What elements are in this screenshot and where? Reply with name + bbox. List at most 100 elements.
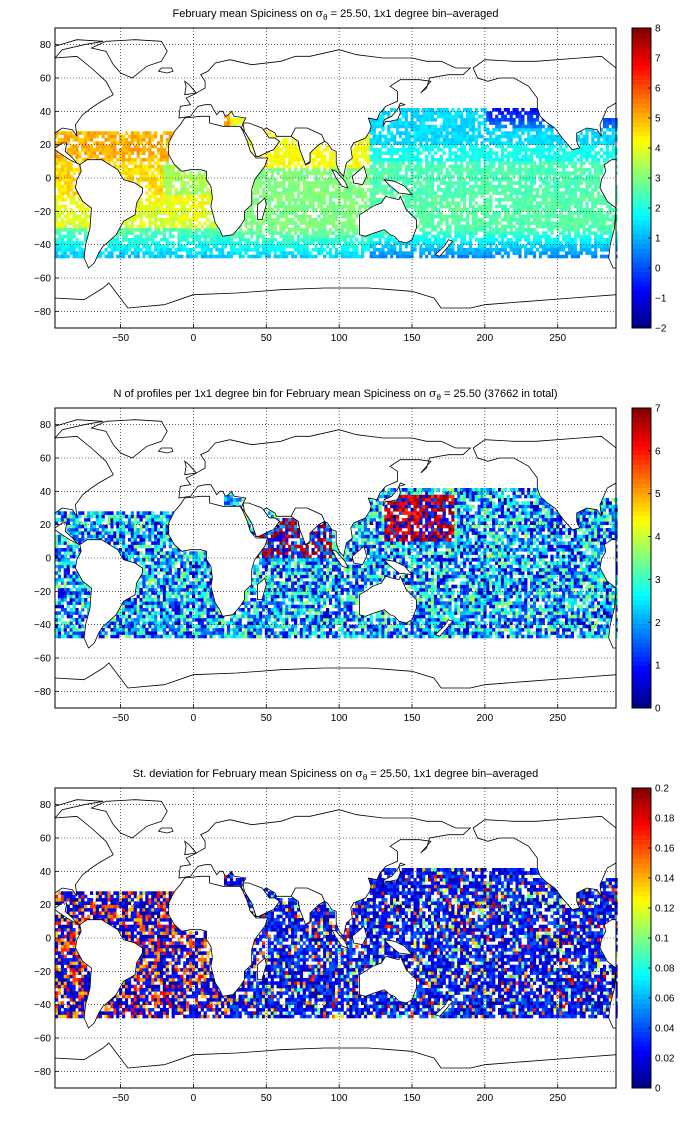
- data-cell: [381, 161, 385, 165]
- data-cell: [328, 191, 333, 195]
- data-cell: [454, 188, 458, 192]
- y-tick-label: 40: [40, 107, 52, 118]
- data-cell: [171, 204, 175, 209]
- data-cell: [81, 224, 85, 229]
- data-cell: [430, 114, 435, 119]
- data-cell: [457, 204, 461, 209]
- data-cell: [124, 171, 129, 175]
- data-cell: [492, 238, 496, 242]
- data-cell: [355, 201, 359, 205]
- data-cell: [588, 184, 592, 189]
- data-cell: [288, 148, 292, 152]
- data-cell: [413, 191, 417, 195]
- data-cell: [273, 151, 277, 155]
- data-cell: [436, 171, 440, 175]
- data-cell: [433, 128, 438, 132]
- data-cell: [503, 218, 507, 222]
- data-cell: [305, 244, 309, 249]
- data-cell: [381, 244, 385, 249]
- data-cell: [189, 194, 193, 199]
- data-cell: [477, 251, 481, 255]
- data-cell: [98, 151, 102, 155]
- data-cell: [471, 114, 475, 119]
- data-cell: [60, 188, 64, 192]
- data-cell: [547, 161, 551, 165]
- data-cell: [273, 161, 277, 165]
- data-cell: [104, 138, 108, 142]
- data-cell: [530, 251, 534, 255]
- data-cell: [157, 171, 161, 175]
- data-cell: [591, 131, 595, 135]
- data-cell: [445, 201, 449, 205]
- data-cell: [416, 194, 420, 199]
- data-cell: [133, 241, 137, 245]
- data-cell: [264, 201, 268, 205]
- data-cell: [398, 168, 403, 172]
- data-cell: [506, 208, 510, 212]
- data-cell: [116, 254, 120, 259]
- data-cell: [442, 114, 446, 119]
- data-cell: [512, 218, 516, 222]
- data-cell: [585, 138, 589, 142]
- data-cell: [562, 181, 566, 185]
- data-cell: [247, 208, 251, 212]
- data-cell: [477, 124, 481, 129]
- data-cell: [124, 234, 129, 239]
- data-cell: [328, 151, 333, 155]
- data-cell: [515, 181, 519, 185]
- data-cell: [474, 128, 478, 132]
- data-cell: [451, 241, 455, 245]
- data-cell: [317, 194, 321, 199]
- colorbar-segment: [632, 56, 651, 62]
- data-cell: [154, 144, 158, 149]
- data-cell: [314, 244, 318, 249]
- data-cell: [136, 164, 140, 169]
- colorbar-tick-label: 0: [655, 264, 661, 275]
- data-cell: [465, 241, 470, 245]
- data-cell: [340, 224, 344, 229]
- data-cell: [562, 178, 566, 182]
- data-cell: [308, 194, 312, 199]
- data-cell: [294, 221, 298, 225]
- data-cell: [538, 128, 542, 132]
- data-cell: [600, 168, 604, 172]
- data-cell: [570, 238, 574, 242]
- data-cell: [226, 251, 231, 255]
- data-cell: [398, 154, 403, 159]
- data-cell: [113, 134, 117, 139]
- colorbar-segment: [632, 159, 651, 165]
- data-cell: [425, 171, 429, 175]
- data-cell: [139, 141, 143, 145]
- data-cell: [477, 164, 481, 169]
- data-cell: [311, 221, 315, 225]
- colorbar-segment: [632, 267, 651, 273]
- data-cell: [288, 238, 292, 242]
- data-cell: [498, 158, 502, 162]
- data-cell: [294, 248, 298, 252]
- data-cell: [547, 211, 551, 215]
- data-cell: [84, 131, 88, 135]
- data-cell: [261, 168, 266, 172]
- data-cell: [471, 128, 475, 132]
- data-cell: [326, 231, 330, 235]
- data-cell: [611, 118, 615, 122]
- data-cell: [463, 134, 467, 139]
- data-cell: [463, 181, 467, 185]
- data-cell: [133, 228, 137, 232]
- data-cell: [270, 218, 274, 222]
- data-cell: [159, 168, 164, 172]
- data-cell: [582, 228, 586, 232]
- data-cell: [457, 248, 461, 252]
- data-cell: [308, 234, 312, 239]
- data-cell: [291, 138, 295, 142]
- data-cell: [503, 234, 507, 239]
- data-cell: [119, 148, 123, 152]
- data-cell: [294, 168, 298, 172]
- data-cell: [119, 171, 123, 175]
- data-cell: [535, 131, 540, 135]
- data-cell: [597, 218, 601, 222]
- data-cell: [480, 168, 484, 172]
- data-cell: [448, 138, 452, 142]
- data-cell: [133, 134, 137, 139]
- data-cell: [570, 218, 574, 222]
